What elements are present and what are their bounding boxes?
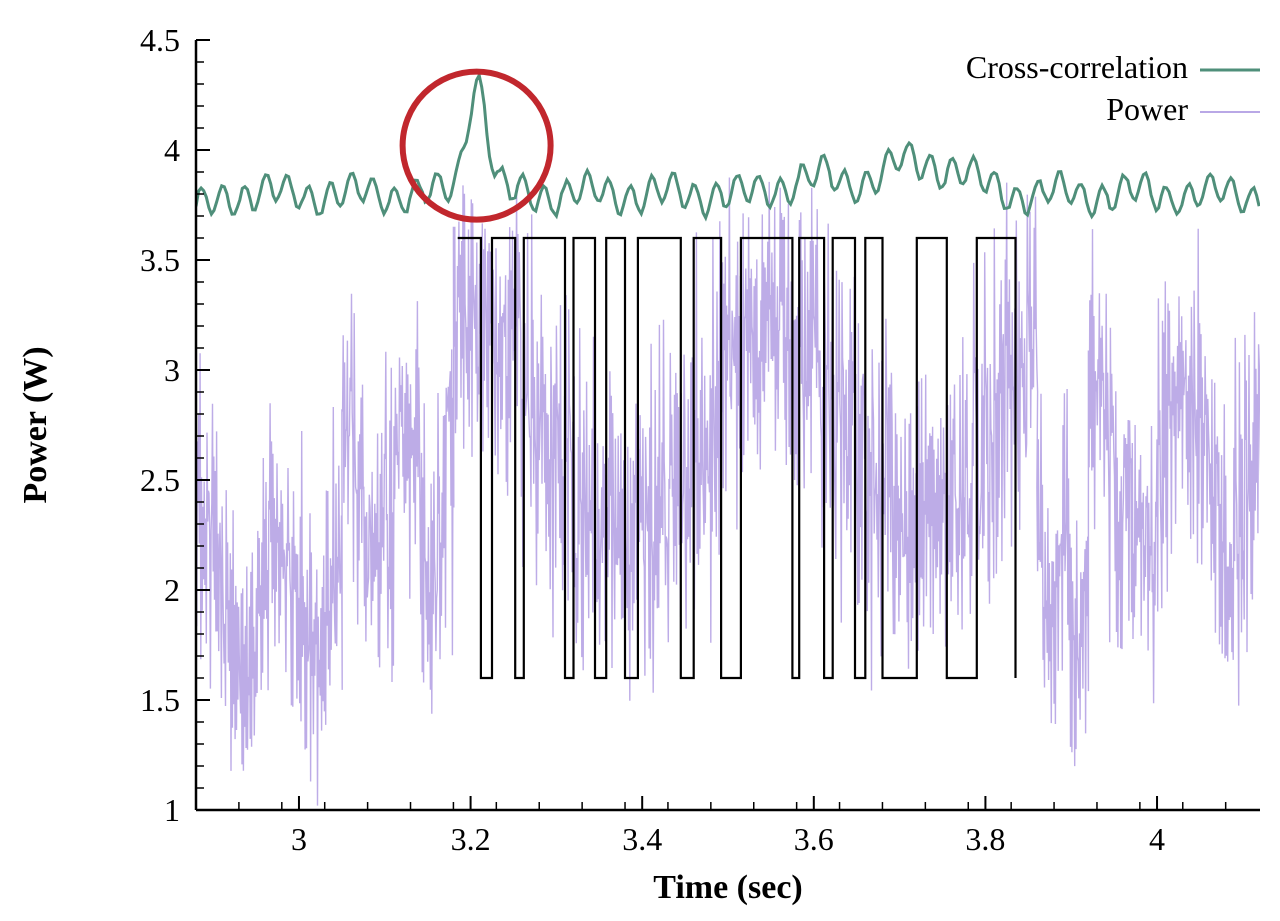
y-tick-label: 2.5 [140, 462, 180, 498]
y-axis-label: Power (W) [17, 346, 54, 503]
y-tick-label: 1 [164, 792, 180, 828]
legend-label: Cross-correlation [966, 49, 1188, 85]
x-tick-label: 3 [291, 821, 307, 857]
y-tick-label: 4 [164, 132, 180, 168]
y-tick-label: 2 [164, 572, 180, 608]
y-tick-label: 3.5 [140, 242, 180, 278]
x-tick-label: 4 [1149, 821, 1165, 857]
power-xcorr-chart: 1 1.5 2 2.5 3 3.5 4 4.5 3 3.2 3.4 3.6 3.8 4 Time (sec)… [0, 0, 1280, 921]
x-tick-label: 3.6 [794, 821, 834, 857]
x-tick-label: 3.4 [622, 821, 662, 857]
y-tick-label: 4.5 [140, 22, 180, 58]
legend-label: Power [1106, 91, 1188, 127]
x-tick-label: 3.2 [451, 821, 491, 857]
x-tick-label: 3.8 [965, 821, 1005, 857]
y-tick-label: 1.5 [140, 682, 180, 718]
y-tick-label: 3 [164, 352, 180, 388]
x-axis-label: Time (sec) [653, 869, 802, 906]
chart-svg: 1 1.5 2 2.5 3 3.5 4 4.5 3 3.2 3.4 3.6 3.8 4 Time (sec)… [0, 0, 1280, 921]
